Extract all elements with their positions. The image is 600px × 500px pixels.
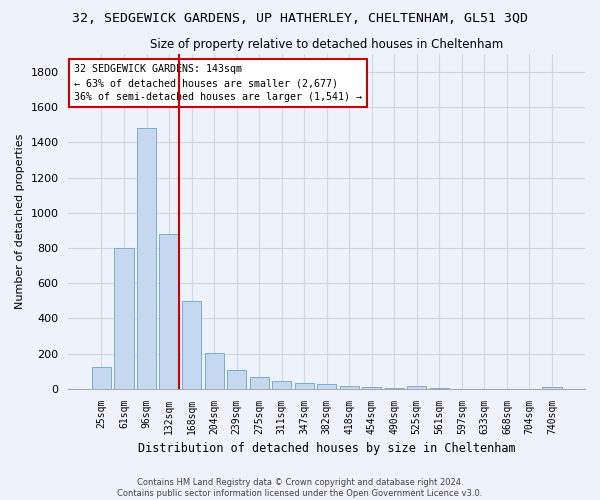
- Bar: [92, 366, 111, 388]
- Text: 32 SEDGEWICK GARDENS: 143sqm
← 63% of detached houses are smaller (2,677)
36% of: 32 SEDGEWICK GARDENS: 143sqm ← 63% of de…: [74, 64, 362, 102]
- Bar: [340, 386, 359, 388]
- X-axis label: Distribution of detached houses by size in Cheltenham: Distribution of detached houses by size …: [138, 442, 515, 455]
- Bar: [362, 387, 382, 388]
- Title: Size of property relative to detached houses in Cheltenham: Size of property relative to detached ho…: [150, 38, 503, 51]
- Bar: [227, 370, 246, 388]
- Bar: [205, 352, 224, 388]
- Text: 32, SEDGEWICK GARDENS, UP HATHERLEY, CHELTENHAM, GL51 3QD: 32, SEDGEWICK GARDENS, UP HATHERLEY, CHE…: [72, 12, 528, 26]
- Bar: [295, 382, 314, 388]
- Bar: [137, 128, 156, 388]
- Bar: [250, 378, 269, 388]
- Y-axis label: Number of detached properties: Number of detached properties: [15, 134, 25, 310]
- Bar: [272, 381, 291, 388]
- Bar: [317, 384, 336, 388]
- Bar: [182, 300, 201, 388]
- Bar: [115, 248, 134, 388]
- Bar: [160, 234, 179, 388]
- Bar: [407, 386, 427, 388]
- Text: Contains HM Land Registry data © Crown copyright and database right 2024.
Contai: Contains HM Land Registry data © Crown c…: [118, 478, 482, 498]
